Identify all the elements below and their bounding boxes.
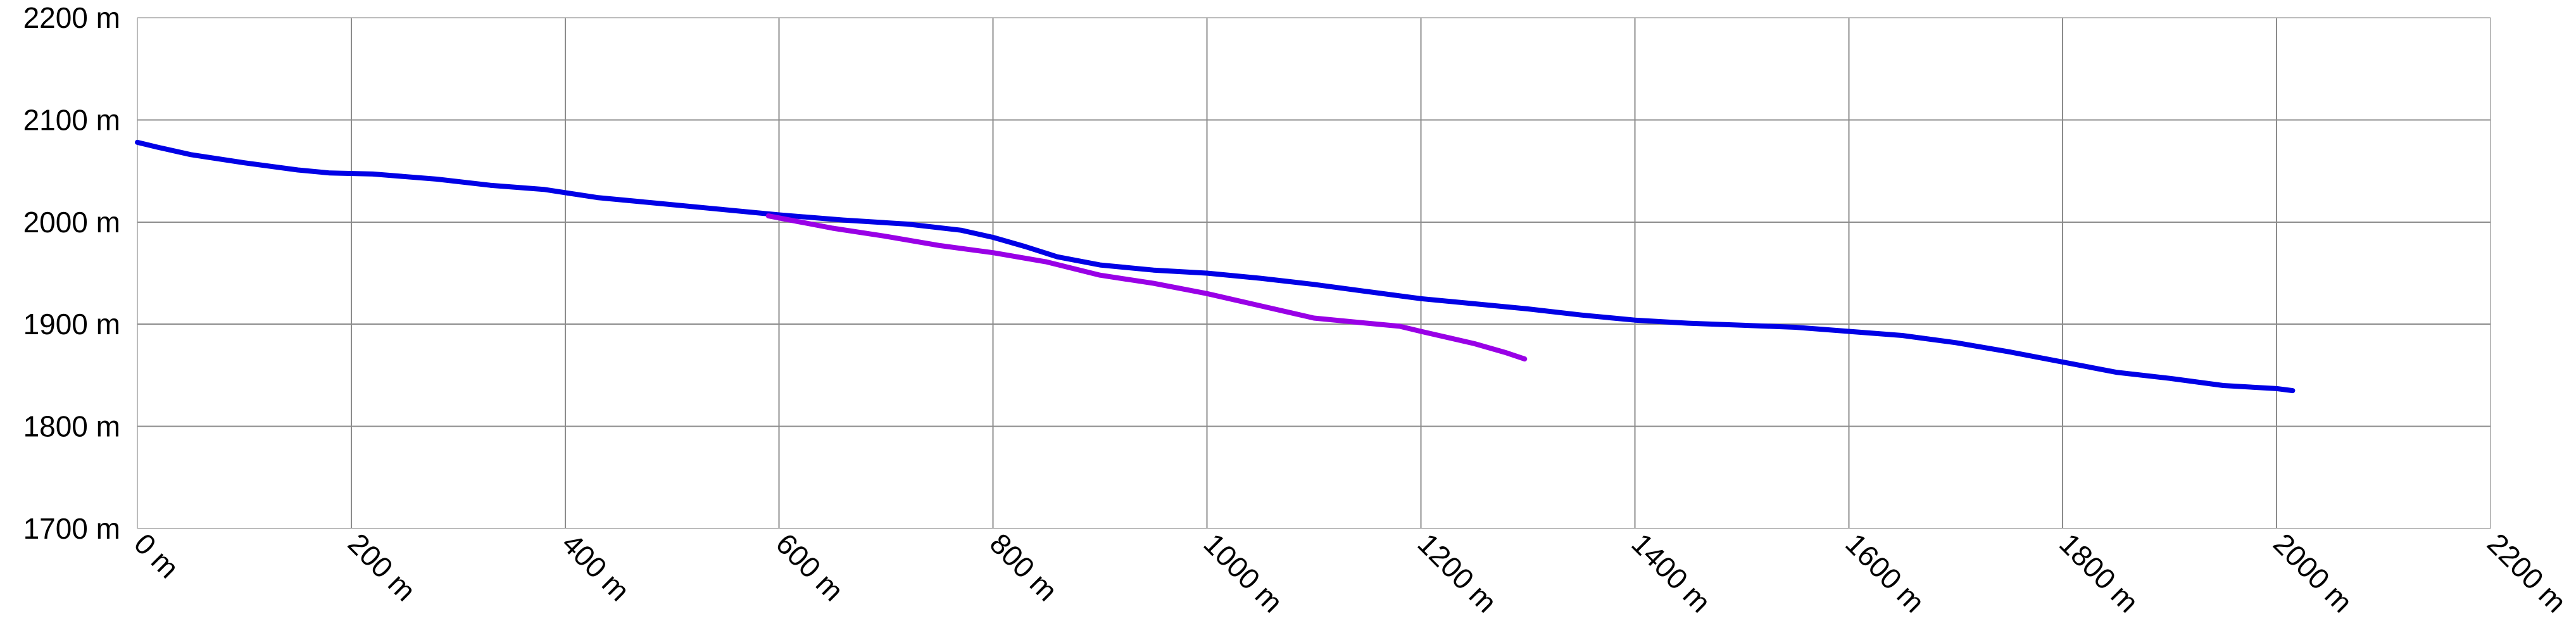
grid — [137, 17, 2491, 529]
series-line-1 — [135, 139, 2296, 394]
x-tick-label: 2200 m — [2481, 527, 2573, 618]
y-tick-label: 2200 m — [23, 1, 120, 34]
series-group — [135, 139, 2296, 394]
x-tick-label: 800 m — [984, 527, 1064, 607]
x-tick-label: 200 m — [342, 527, 422, 607]
x-tick-label: 1800 m — [2053, 527, 2145, 618]
x-tick-label: 600 m — [770, 527, 850, 607]
x-tick-label: 1000 m — [1197, 527, 1289, 618]
y-tick-label: 1800 m — [23, 410, 120, 443]
x-tick-label: 0 m — [128, 527, 185, 584]
x-tick-label: 1400 m — [1625, 527, 1717, 618]
y-tick-label: 2000 m — [23, 206, 120, 239]
x-tick-label: 2000 m — [2267, 527, 2359, 618]
y-tick-label: 2100 m — [23, 103, 120, 136]
x-tick-label: 1200 m — [1411, 527, 1503, 618]
y-tick-label: 1700 m — [23, 512, 120, 545]
y-tick-label: 1900 m — [23, 308, 120, 341]
x-axis-tick-labels: 0 m 200 m 400 m 600 m 800 m 1000 m 1200 m 1400 … — [128, 527, 2573, 618]
y-axis-tick-labels: 1700 m 1800 m 1900 m 2000 m 2100 m 2200 m — [23, 1, 120, 545]
x-tick-label: 1600 m — [1839, 527, 1931, 618]
series-line-2 — [765, 213, 1528, 362]
x-tick-label: 400 m — [556, 527, 636, 607]
